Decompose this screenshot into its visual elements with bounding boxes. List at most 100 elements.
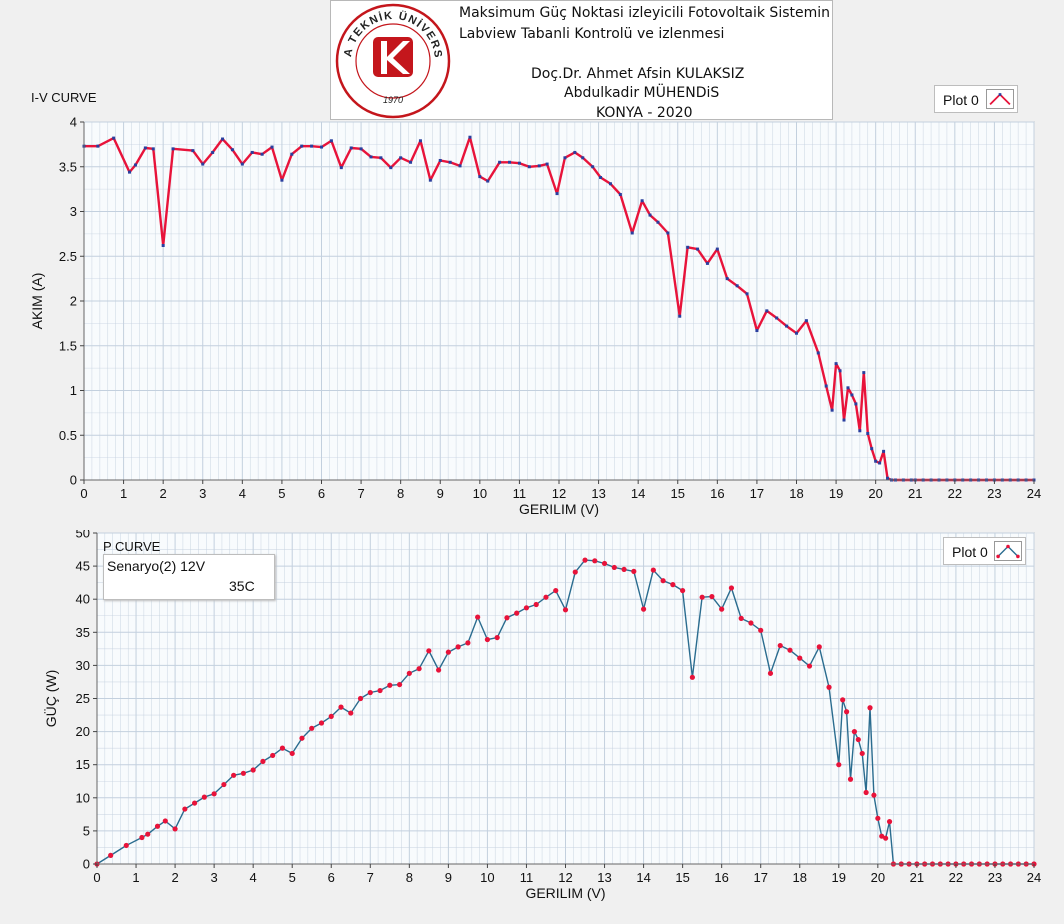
p-x-tick-label: 0 [93, 870, 100, 885]
iv-data-point [191, 149, 195, 153]
iv-data-point [640, 199, 644, 203]
iv-data-point [151, 147, 155, 151]
p-y-tick-label: 50 [76, 530, 90, 541]
iv-y-tick-label: 0 [70, 473, 77, 488]
iv-data-point [290, 152, 294, 156]
iv-chart[interactable]: 0 1 2 3 4 5 6 7 8 9 10 11 12 13 14 15 16 17 18 19 20 21 22 23 24… [0, 0, 1064, 530]
iv-x-tick-label: 20 [868, 486, 882, 501]
iv-data-point [630, 231, 634, 235]
iv-data-point [230, 148, 234, 152]
p-data-point [260, 758, 266, 764]
p-data-point [875, 815, 881, 821]
iv-data-point [270, 145, 274, 149]
iv-x-tick-label: 3 [199, 486, 206, 501]
p-data-point [826, 684, 832, 690]
iv-data-point [666, 231, 670, 235]
p-y-tick-label: 10 [76, 790, 90, 805]
p-data-point [154, 823, 161, 829]
iv-data-point [858, 429, 862, 433]
iv-data-point [882, 449, 886, 453]
p-legend[interactable]: Plot 0 [943, 537, 1026, 565]
p-data-point [863, 789, 869, 796]
p-data-point [221, 781, 227, 788]
iv-x-tick-label: 24 [1027, 486, 1041, 501]
iv-data-point [725, 277, 729, 281]
iv-data-point [795, 331, 798, 335]
iv-data-point [448, 160, 452, 164]
p-data-point [886, 819, 893, 825]
p-data-point [562, 607, 569, 613]
iv-data-point [878, 461, 882, 465]
iv-data-point [438, 158, 442, 162]
p-x-tick-label: 14 [636, 870, 650, 885]
iv-legend-label: Plot 0 [943, 92, 979, 108]
p-data-point [348, 710, 354, 716]
iv-data-point [591, 165, 595, 169]
iv-data-point [201, 162, 205, 166]
iv-x-tick-label: 8 [397, 486, 404, 501]
p-data-point [387, 682, 393, 688]
iv-data-point [705, 261, 709, 265]
p-y-tick-label: 45 [76, 559, 90, 574]
p-legend-label: Plot 0 [952, 544, 988, 560]
p-data-point [145, 831, 151, 837]
iv-data-point [656, 220, 660, 224]
iv-data-point [428, 178, 432, 182]
p-y-tick-label: 20 [76, 724, 90, 739]
iv-x-tick-label: 22 [948, 486, 962, 501]
iv-data-point [329, 139, 333, 143]
iv-data-point [862, 371, 866, 375]
iv-data-point [648, 213, 652, 217]
p-data-point [211, 791, 217, 797]
p-data-point [859, 750, 865, 757]
p-x-tick-label: 13 [597, 870, 611, 885]
iv-data-point [221, 137, 225, 141]
p-data-point [689, 674, 695, 680]
p-data-point [357, 695, 364, 702]
iv-data-point [686, 245, 690, 249]
p-x-tick-label: 21 [910, 870, 924, 885]
p-data-point [767, 670, 774, 676]
p-data-point [738, 615, 744, 621]
iv-legend[interactable]: Plot 0 [934, 85, 1018, 113]
p-data-point [670, 582, 676, 588]
p-data-point [328, 713, 334, 719]
iv-data-point [816, 351, 820, 355]
iv-data-point [765, 309, 769, 313]
iv-x-tick-label: 1 [120, 486, 127, 501]
p-data-point [797, 655, 803, 661]
iv-x-tick-label: 13 [591, 486, 605, 501]
iv-data-point [418, 139, 422, 143]
p-y-tick-label: 30 [76, 658, 90, 673]
iv-data-point [874, 459, 878, 463]
p-x-tick-label: 7 [367, 870, 374, 885]
iv-data-point [755, 329, 759, 333]
iv-data-point [310, 144, 314, 148]
p-data-point [406, 670, 412, 676]
iv-data-point [581, 156, 585, 160]
iv-data-point [280, 178, 284, 182]
iv-data-point [870, 447, 874, 451]
p-data-point [680, 587, 686, 594]
p-y-tick-label: 35 [76, 625, 90, 640]
iv-y-tick-label: 3.5 [59, 159, 77, 174]
p-data-point [523, 605, 530, 611]
p-panel-title: P CURVE [103, 539, 161, 554]
iv-data-point [458, 164, 462, 168]
iv-data-point [486, 179, 490, 183]
iv-y-tick-label: 2 [70, 294, 77, 309]
iv-y-tick-label: 0.5 [59, 428, 77, 443]
iv-x-tick-label: 0 [80, 486, 87, 501]
p-x-tick-label: 18 [793, 870, 807, 885]
iv-data-point [468, 135, 472, 139]
p-data-point [192, 800, 198, 806]
iv-data-point [112, 136, 116, 140]
iv-data-point [545, 162, 549, 166]
p-data-point [514, 610, 520, 616]
iv-data-point [161, 244, 165, 248]
p-data-point [436, 667, 442, 673]
iv-data-point [846, 386, 850, 390]
iv-data-point [409, 160, 413, 164]
p-data-point [699, 594, 705, 600]
p-data-point [847, 776, 854, 782]
